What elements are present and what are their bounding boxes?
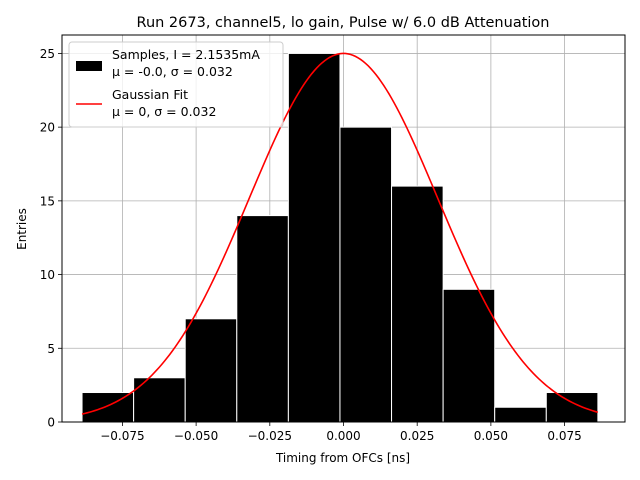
x-tick-label: 0.025 xyxy=(400,429,434,443)
gaussian-fit xyxy=(81,52,599,415)
y-tick-label: 5 xyxy=(47,342,55,356)
legend-box xyxy=(68,41,284,128)
legend-samples-stats: μ = -0.0, σ = 0.032 xyxy=(112,64,233,79)
histogram-bar xyxy=(391,185,444,423)
legend-samples-swatch xyxy=(76,61,102,71)
legend-fit-label: Gaussian Fit xyxy=(112,87,188,102)
y-tick-label: 15 xyxy=(40,194,55,208)
y-axis-ticks: 0 5 10 15 20 25 xyxy=(40,47,62,430)
y-tick-label: 25 xyxy=(40,47,55,61)
x-axis-label: Timing from OFCs [ns] xyxy=(275,451,410,465)
gaussian-fit-line xyxy=(81,52,599,415)
legend-samples-label: Samples, I = 2.1535mA xyxy=(112,47,260,62)
y-axis-label: Entries xyxy=(15,208,29,250)
x-tick-label: 0.075 xyxy=(547,429,581,443)
y-tick-label: 10 xyxy=(40,268,55,282)
histogram-bar xyxy=(442,288,496,423)
histogram-bar xyxy=(287,52,341,423)
x-tick-label: −0.025 xyxy=(248,429,292,443)
x-tick-label: −0.050 xyxy=(174,429,218,443)
histogram-bar xyxy=(339,126,393,423)
chart-title: Run 2673, channel5, lo gain, Pulse w/ 6.… xyxy=(137,15,550,31)
histogram-bar xyxy=(545,392,599,423)
legend-fit-stats: μ = 0, σ = 0.032 xyxy=(112,104,216,119)
histogram-bar xyxy=(494,406,547,423)
histogram-bar xyxy=(236,215,289,423)
x-axis-ticks: −0.075 −0.050 −0.025 0.000 0.025 0.050 0.075 xyxy=(100,422,582,443)
legend: Samples, I = 2.1535mA μ = -0.0, σ = 0.03… xyxy=(68,41,284,128)
histogram-bar xyxy=(184,318,238,423)
y-tick-label: 20 xyxy=(40,121,55,135)
y-tick-label: 0 xyxy=(47,416,55,430)
x-tick-label: 0.050 xyxy=(474,429,508,443)
x-tick-label: −0.075 xyxy=(100,429,144,443)
histogram-bars xyxy=(81,52,599,423)
x-tick-label: 0.000 xyxy=(326,429,360,443)
